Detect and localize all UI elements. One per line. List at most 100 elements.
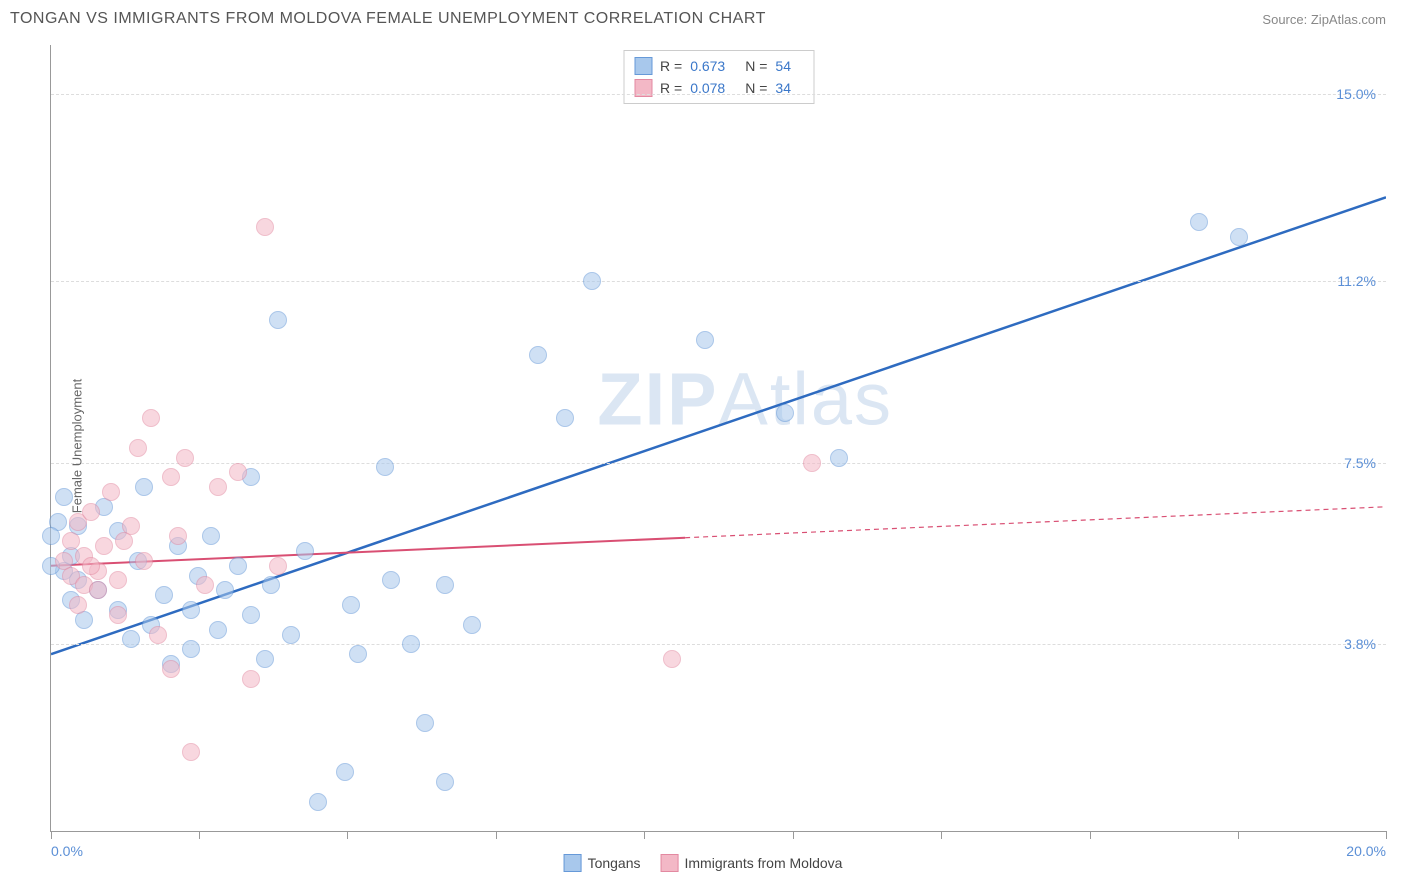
gridline [51,644,1386,645]
y-tick-label: 7.5% [1344,455,1376,471]
data-point [129,439,147,457]
x-axis-min-label: 0.0% [51,843,83,859]
data-point [115,532,133,550]
data-point [1190,213,1208,231]
data-point [336,763,354,781]
x-tick [347,831,348,839]
data-point [69,596,87,614]
data-point [256,650,274,668]
stats-row: R =0.078N =34 [634,77,803,99]
data-point [269,311,287,329]
trend-lines-svg [51,45,1386,831]
x-tick [1386,831,1387,839]
source-link[interactable]: ZipAtlas.com [1311,12,1386,27]
data-point [135,478,153,496]
legend-swatch [564,854,582,872]
data-point [242,670,260,688]
data-point [436,773,454,791]
data-point [102,483,120,501]
data-point [135,552,153,570]
trend-line [51,197,1386,654]
data-point [95,537,113,555]
x-tick [496,831,497,839]
data-point [382,571,400,589]
data-point [82,503,100,521]
data-point [169,527,187,545]
y-tick-label: 15.0% [1336,86,1376,102]
y-tick-label: 11.2% [1337,273,1376,289]
gridline [51,281,1386,282]
x-tick [1238,831,1239,839]
data-point [296,542,314,560]
legend-item: Tongans [564,854,641,872]
data-point [209,478,227,496]
legend-swatch [661,854,679,872]
data-point [149,626,167,644]
data-point [155,586,173,604]
data-point [109,571,127,589]
x-tick [644,831,645,839]
data-point [82,557,100,575]
legend-item: Immigrants from Moldova [661,854,843,872]
data-point [529,346,547,364]
r-label: R = [660,58,682,74]
x-tick [941,831,942,839]
legend-swatch [634,57,652,75]
data-point [282,626,300,644]
n-label: N = [745,58,767,74]
source-attribution: Source: ZipAtlas.com [1262,12,1386,27]
data-point [62,532,80,550]
data-point [416,714,434,732]
data-point [182,601,200,619]
data-point [122,630,140,648]
data-point [663,650,681,668]
data-point [209,621,227,639]
stats-row: R =0.673N =54 [634,55,803,77]
data-point [162,468,180,486]
data-point [556,409,574,427]
series-legend: Tongans Immigrants from Moldova [564,854,843,872]
data-point [176,449,194,467]
data-point [776,404,794,422]
data-point [1230,228,1248,246]
data-point [242,606,260,624]
data-point [229,463,247,481]
x-tick [199,831,200,839]
chart-title: TONGAN VS IMMIGRANTS FROM MOLDOVA FEMALE… [10,10,766,28]
x-tick [51,831,52,839]
data-point [696,331,714,349]
legend-label: Immigrants from Moldova [685,855,843,871]
trend-line-dashed [685,507,1386,538]
data-point [42,527,60,545]
data-point [229,557,247,575]
data-point [89,581,107,599]
data-point [309,793,327,811]
watermark-bold: ZIP [597,357,718,440]
legend-label: Tongans [588,855,641,871]
data-point [109,606,127,624]
data-point [202,527,220,545]
data-point [142,409,160,427]
data-point [196,576,214,594]
data-point [262,576,280,594]
x-tick [793,831,794,839]
data-point [256,218,274,236]
watermark-rest: Atlas [718,357,893,440]
data-point [55,488,73,506]
x-tick [1090,831,1091,839]
data-point [182,743,200,761]
data-point [436,576,454,594]
watermark: ZIPAtlas [597,356,893,441]
gridline [51,463,1386,464]
data-point [402,635,420,653]
data-point [269,557,287,575]
data-point [342,596,360,614]
data-point [803,454,821,472]
data-point [162,660,180,678]
source-label: Source: [1262,12,1307,27]
data-point [463,616,481,634]
data-point [182,640,200,658]
chart-header: TONGAN VS IMMIGRANTS FROM MOLDOVA FEMALE… [0,0,1406,38]
x-axis-max-label: 20.0% [1346,843,1386,859]
gridline [51,94,1386,95]
